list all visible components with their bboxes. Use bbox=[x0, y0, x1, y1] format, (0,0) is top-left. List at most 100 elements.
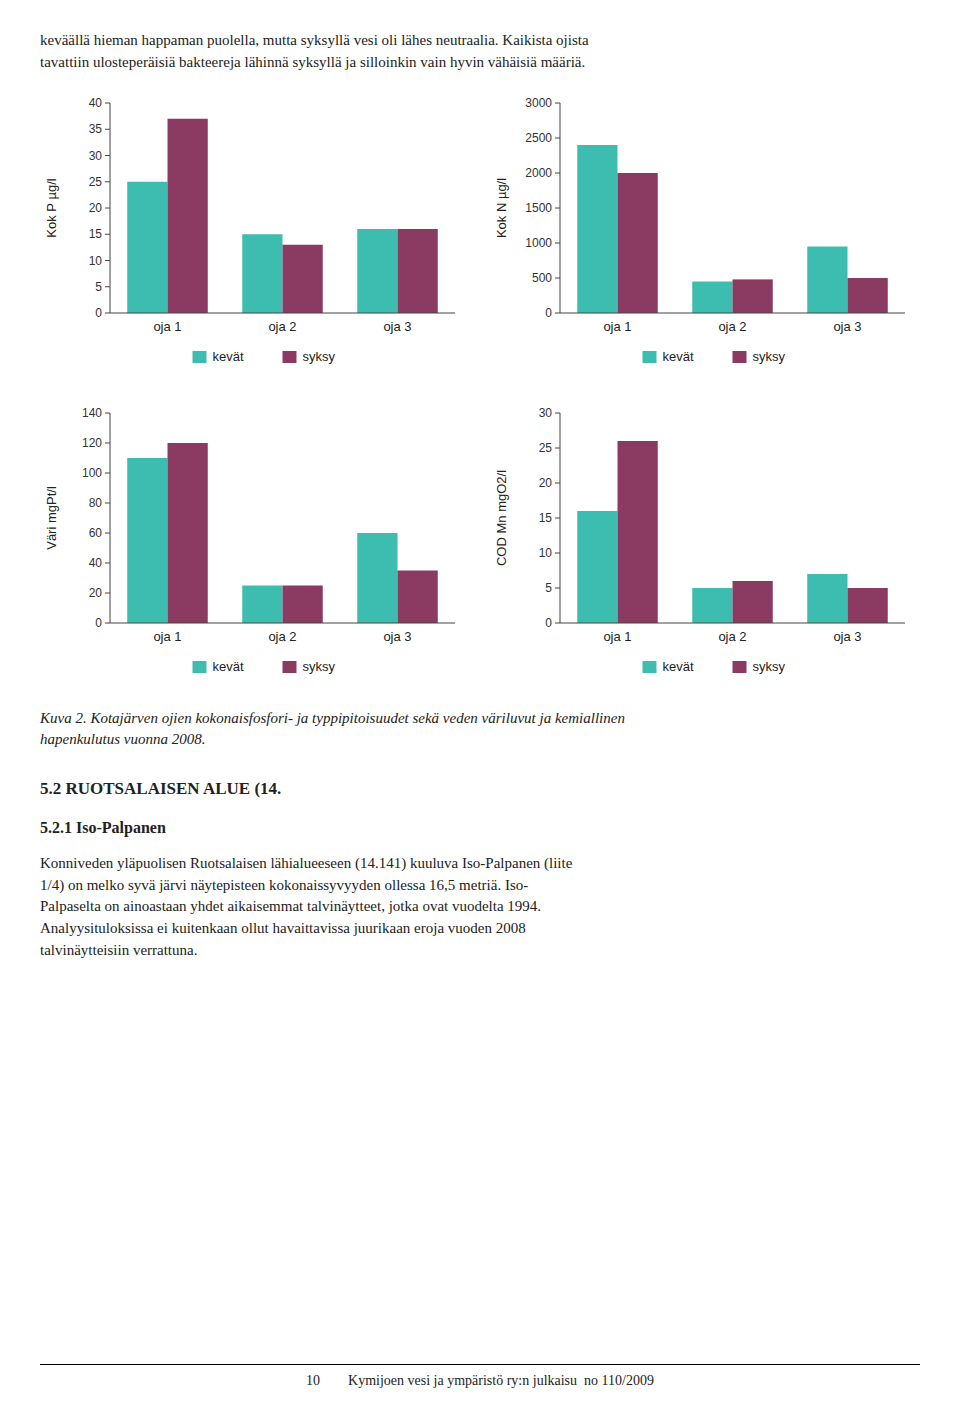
y-tick bbox=[555, 412, 560, 413]
footer-text: 10 Kymijoen vesi ja ympäristö ry:n julka… bbox=[306, 1373, 654, 1388]
legend-swatch bbox=[643, 351, 657, 363]
y-tick-label: 3000 bbox=[525, 96, 552, 110]
y-axis-line bbox=[110, 413, 111, 623]
x-tick-label: oja 3 bbox=[833, 319, 861, 334]
legend: kevätsyksy bbox=[643, 659, 786, 674]
y-tick-label: 20 bbox=[89, 201, 103, 215]
legend-swatch bbox=[193, 351, 207, 363]
y-tick bbox=[105, 207, 110, 208]
y-tick bbox=[105, 102, 110, 103]
x-tick-label: oja 3 bbox=[833, 629, 861, 644]
bar bbox=[357, 533, 397, 623]
x-tick-label: oja 2 bbox=[268, 629, 296, 644]
y-tick-label: 10 bbox=[89, 253, 103, 267]
y-tick bbox=[555, 102, 560, 103]
legend-label: syksy bbox=[753, 659, 786, 674]
y-tick bbox=[105, 260, 110, 261]
bar-chart: 050010001500200025003000Kok N µg/loja 1o… bbox=[490, 88, 920, 388]
y-tick bbox=[555, 552, 560, 553]
y-tick-label: 30 bbox=[539, 406, 553, 420]
y-tick bbox=[555, 277, 560, 278]
legend: kevätsyksy bbox=[193, 349, 336, 364]
y-tick-label: 0 bbox=[95, 306, 102, 320]
y-tick-label: 15 bbox=[89, 227, 103, 241]
bar bbox=[733, 581, 773, 623]
bar bbox=[807, 574, 847, 623]
bar bbox=[127, 458, 167, 623]
y-axis-label: Kok N µg/l bbox=[494, 177, 509, 237]
y-tick-label: 30 bbox=[89, 148, 103, 162]
y-tick-label: 1500 bbox=[525, 201, 552, 215]
bar bbox=[242, 234, 282, 313]
chart-grid: 0510152025303540Kok P µg/loja 1oja 2oja … bbox=[40, 88, 920, 698]
y-tick-label: 15 bbox=[539, 511, 553, 525]
bar bbox=[577, 511, 617, 623]
y-tick bbox=[105, 532, 110, 533]
y-axis-label: COD Mn mgO2/l bbox=[494, 469, 509, 565]
y-tick bbox=[105, 286, 110, 287]
y-tick bbox=[105, 412, 110, 413]
legend-label: syksy bbox=[303, 659, 336, 674]
legend-label: syksy bbox=[303, 349, 336, 364]
x-axis-line bbox=[110, 622, 455, 623]
bar-chart: 0510152025303540Kok P µg/loja 1oja 2oja … bbox=[40, 88, 470, 388]
x-tick-label: oja 3 bbox=[383, 319, 411, 334]
bar bbox=[807, 246, 847, 313]
y-tick bbox=[105, 592, 110, 593]
y-tick-label: 0 bbox=[545, 306, 552, 320]
intro-text: keväällä hieman happaman puolella, mutta… bbox=[40, 30, 920, 74]
bar bbox=[848, 588, 888, 623]
y-tick-label: 2500 bbox=[525, 131, 552, 145]
legend-swatch bbox=[283, 351, 297, 363]
y-tick-label: 20 bbox=[89, 586, 103, 600]
y-tick-label: 0 bbox=[95, 616, 102, 630]
x-axis-line bbox=[560, 622, 905, 623]
y-tick bbox=[555, 172, 560, 173]
page: keväällä hieman happaman puolella, mutta… bbox=[0, 0, 960, 962]
y-tick-label: 40 bbox=[89, 96, 103, 110]
bar bbox=[242, 585, 282, 623]
y-tick-label: 120 bbox=[82, 436, 102, 450]
legend-label: kevät bbox=[663, 349, 694, 364]
section-title: 5.2.1 Iso-Palpanen bbox=[40, 816, 920, 839]
y-tick-label: 25 bbox=[89, 174, 103, 188]
bar-chart: 020406080100120140Väri mgPt/loja 1oja 2o… bbox=[40, 398, 470, 698]
y-tick bbox=[555, 517, 560, 518]
y-tick bbox=[105, 622, 110, 623]
legend-swatch bbox=[733, 351, 747, 363]
bars bbox=[577, 441, 888, 623]
bars bbox=[127, 443, 438, 623]
caption: Kuva 2. Kotajärven ojien kokonaisfosfori… bbox=[40, 708, 920, 752]
bar bbox=[398, 229, 438, 313]
footer: 10 Kymijoen vesi ja ympäristö ry:n julka… bbox=[40, 1364, 920, 1389]
bar bbox=[618, 441, 658, 623]
bar bbox=[577, 145, 617, 313]
legend: kevät syksy bbox=[193, 659, 336, 674]
legend: kevätsyksy bbox=[643, 349, 786, 364]
x-tick-label: oja 1 bbox=[153, 629, 181, 644]
y-tick-label: 40 bbox=[89, 556, 103, 570]
y-tick-label: 10 bbox=[539, 546, 553, 560]
bar bbox=[733, 279, 773, 313]
y-tick bbox=[105, 442, 110, 443]
y-tick bbox=[555, 242, 560, 243]
y-tick-label: 2000 bbox=[525, 166, 552, 180]
y-tick bbox=[105, 128, 110, 129]
bar bbox=[168, 118, 208, 312]
legend-label: kevät bbox=[213, 659, 244, 674]
y-tick bbox=[555, 207, 560, 208]
x-tick-label: oja 1 bbox=[603, 319, 631, 334]
x-tick-label: oja 1 bbox=[603, 629, 631, 644]
bar bbox=[692, 588, 732, 623]
legend-swatch bbox=[193, 661, 207, 673]
y-tick bbox=[555, 137, 560, 138]
y-tick-label: 100 bbox=[82, 466, 102, 480]
legend-swatch bbox=[733, 661, 747, 673]
y-tick-label: 140 bbox=[82, 406, 102, 420]
y-axis-line bbox=[560, 413, 561, 623]
bars bbox=[127, 118, 438, 312]
x-tick-label: oja 2 bbox=[718, 629, 746, 644]
y-tick-label: 60 bbox=[89, 526, 103, 540]
legend-swatch bbox=[283, 661, 297, 673]
x-axis-line bbox=[560, 312, 905, 313]
